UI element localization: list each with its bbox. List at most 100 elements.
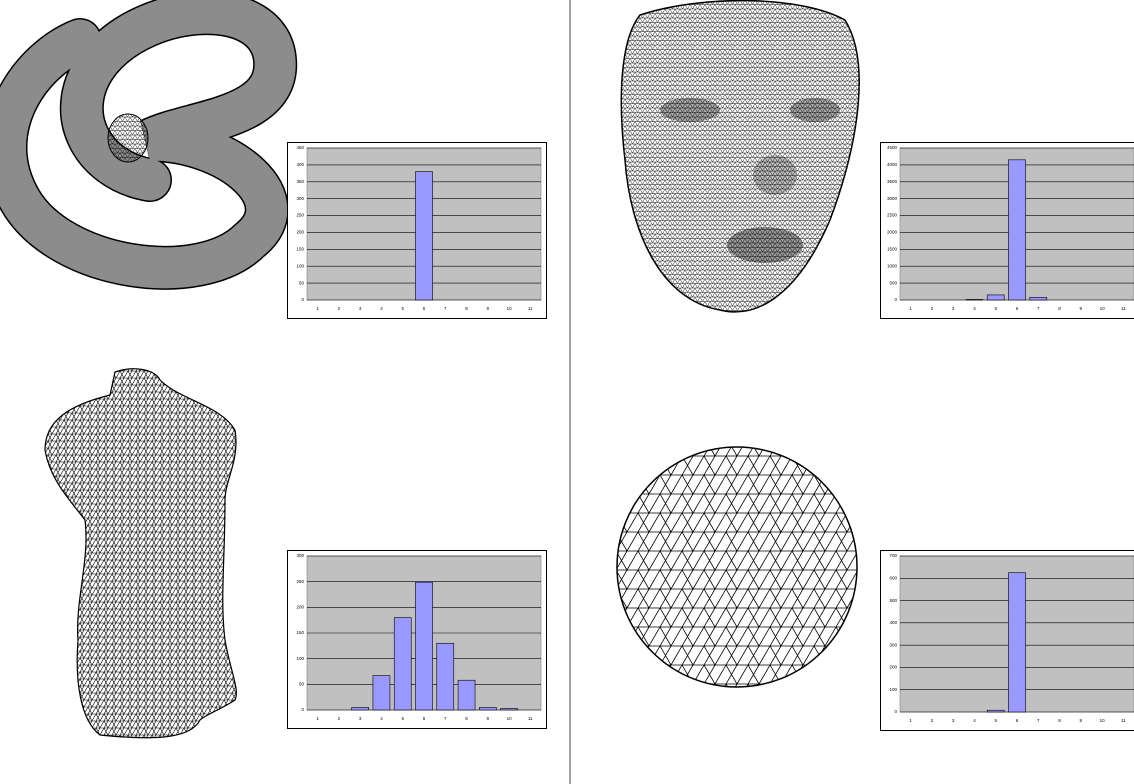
x-tick-label: 7 (1037, 718, 1040, 723)
x-tick-label: 6 (423, 306, 426, 311)
x-tick-label: 7 (1037, 306, 1040, 311)
x-tick-label: 9 (1080, 306, 1083, 311)
y-tick-label: 250 (296, 213, 304, 218)
x-tick-label: 9 (487, 716, 490, 721)
x-tick-label: 6 (423, 716, 426, 721)
x-tick-label: 4 (973, 718, 976, 723)
x-tick-label: 2 (338, 716, 341, 721)
y-tick-label: 4000 (887, 162, 898, 167)
bar (372, 675, 391, 711)
y-tick-label: 0 (894, 709, 897, 714)
x-tick-label: 10 (507, 306, 513, 311)
y-tick-label: 350 (296, 179, 304, 184)
x-tick-label: 8 (465, 306, 468, 311)
x-tick-label: 2 (338, 306, 341, 311)
x-tick-label: 8 (1058, 718, 1061, 723)
bar (1029, 296, 1048, 301)
x-tick-label: 9 (487, 306, 490, 311)
bar (500, 708, 518, 711)
bar (415, 581, 433, 711)
bar (479, 707, 497, 711)
bar (986, 709, 1005, 713)
y-tick-label: 4500 (887, 145, 898, 150)
bar (965, 299, 984, 301)
x-tick-label: 10 (1100, 718, 1106, 723)
y-tick-label: 1000 (887, 263, 898, 268)
y-tick-label: 500 (889, 598, 897, 603)
x-tick-label: 1 (909, 718, 912, 723)
x-tick-label: 5 (401, 716, 404, 721)
x-tick-label: 8 (465, 716, 468, 721)
y-tick-label: 3000 (887, 196, 898, 201)
histogram: 0 50 100 150 200 250 300 1 2 3 4 5 6 7 8 9 10 11 (287, 550, 547, 729)
y-tick-label: 1500 (887, 247, 898, 252)
x-tick-label: 10 (507, 716, 513, 721)
x-tick-label: 1 (316, 306, 319, 311)
bar (393, 617, 412, 711)
y-tick-label: 0 (301, 707, 304, 712)
y-tick-label: 300 (889, 642, 897, 647)
bar (415, 171, 433, 301)
bar (436, 642, 455, 711)
x-tick-label: 9 (1080, 718, 1083, 723)
x-tick-label: 4 (380, 306, 383, 311)
bar (351, 707, 369, 711)
y-tick-label: 100 (296, 656, 304, 661)
face-mesh (620, 0, 860, 313)
x-tick-label: 8 (1058, 306, 1061, 311)
x-tick-label: 11 (528, 306, 533, 311)
y-tick-label: 250 (296, 579, 304, 584)
y-tick-label: 450 (296, 145, 304, 150)
x-tick-label: 4 (973, 306, 976, 311)
x-tick-label: 5 (994, 718, 997, 723)
torus-mesh (0, 0, 298, 290)
x-tick-label: 7 (444, 306, 447, 311)
y-tick-label: 200 (889, 665, 897, 670)
y-tick-label: 0 (301, 297, 304, 302)
y-tick-label: 400 (296, 162, 304, 167)
bar (1008, 572, 1026, 713)
y-tick-label: 2000 (887, 230, 898, 235)
histogram: 0 100 200 300 400 500 600 700 1 2 3 4 5 6 7 8 9 10 11 (880, 550, 1134, 731)
x-tick-label: 3 (359, 716, 362, 721)
x-tick-label: 2 (931, 718, 934, 723)
y-tick-label: 0 (894, 297, 897, 302)
y-tick-label: 2500 (887, 213, 898, 218)
x-tick-label: 4 (380, 716, 383, 721)
x-tick-label: 1 (316, 716, 319, 721)
x-tick-label: 11 (528, 716, 533, 721)
x-tick-label: 5 (401, 306, 404, 311)
y-tick-label: 150 (296, 247, 304, 252)
x-tick-label: 5 (994, 306, 997, 311)
y-tick-label: 300 (296, 553, 304, 558)
bar (1008, 159, 1026, 301)
histogram: 0 500 1000 1500 2000 2500 3000 3500 4000 4500 1 2 3 4… (880, 142, 1134, 319)
y-tick-label: 500 (889, 280, 897, 285)
y-tick-label: 150 (296, 630, 304, 635)
x-tick-label: 3 (952, 306, 955, 311)
x-tick-label: 1 (909, 306, 912, 311)
x-tick-label: 11 (1121, 306, 1126, 311)
x-tick-label: 7 (444, 716, 447, 721)
y-tick-label: 100 (296, 263, 304, 268)
histogram: 0 50 100 150 200 250 300 350 400 450 1 2 3 4 5 6 7 8 9 10 11 (287, 142, 547, 319)
y-tick-label: 400 (889, 620, 897, 625)
y-tick-label: 200 (296, 230, 304, 235)
y-tick-label: 300 (296, 196, 304, 201)
x-tick-label: 2 (931, 306, 934, 311)
x-tick-label: 6 (1016, 718, 1019, 723)
y-tick-label: 200 (296, 605, 304, 610)
x-tick-label: 3 (359, 306, 362, 311)
x-tick-label: 6 (1016, 306, 1019, 311)
x-tick-label: 10 (1100, 306, 1106, 311)
y-tick-label: 700 (889, 553, 897, 558)
y-tick-label: 50 (299, 280, 305, 285)
y-tick-label: 50 (299, 682, 305, 687)
sphere-mesh (616, 446, 858, 688)
y-tick-label: 600 (889, 575, 897, 580)
x-tick-label: 3 (952, 718, 955, 723)
bar (986, 294, 1005, 301)
y-tick-label: 3500 (887, 179, 898, 184)
